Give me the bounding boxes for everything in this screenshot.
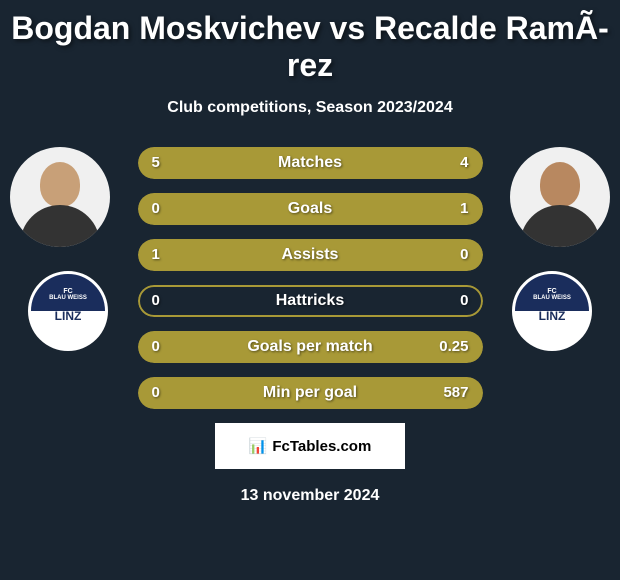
footer-date: 13 november 2024 [0, 487, 620, 505]
stat-label: Matches [138, 147, 483, 179]
stats-bars: 5Matches40Goals11Assists00Hattricks00Goa… [138, 147, 483, 409]
avatar-body-icon [20, 205, 100, 247]
team-logo-line2: BLAU WEISS [49, 295, 87, 301]
footer-logo: 📊 FcTables.com [215, 423, 405, 469]
avatar-head-icon [40, 162, 80, 207]
avatar-head-icon [540, 162, 580, 207]
footer-logo-text: FcTables.com [272, 438, 371, 455]
stat-row: 1Assists0 [138, 239, 483, 271]
stat-value-right: 1 [460, 193, 468, 225]
stat-row: 0Goals per match0.25 [138, 331, 483, 363]
stat-value-right: 0 [460, 239, 468, 271]
player-left-avatar [10, 147, 110, 247]
subtitle: Club competitions, Season 2023/2024 [0, 99, 620, 117]
stat-label: Goals per match [138, 331, 483, 363]
page-title: Bogdan Moskvichev vs Recalde RamÃ­rez [0, 0, 620, 84]
team-logo-line2: BLAU WEISS [533, 295, 571, 301]
avatar-body-icon [520, 205, 600, 247]
stat-value-right: 0 [460, 285, 468, 317]
team-logo-right: FC BLAU WEISS LINZ [512, 271, 592, 351]
stat-row: 0Goals1 [138, 193, 483, 225]
stat-label: Goals [138, 193, 483, 225]
stat-row: 0Hattricks0 [138, 285, 483, 317]
stat-label: Hattricks [138, 285, 483, 317]
stat-value-right: 587 [443, 377, 468, 409]
comparison-content: FC BLAU WEISS LINZ FC BLAU WEISS LINZ 5M… [0, 147, 620, 409]
stat-row: 5Matches4 [138, 147, 483, 179]
stat-value-right: 0.25 [439, 331, 468, 363]
stat-label: Assists [138, 239, 483, 271]
team-logo-line3: LINZ [539, 309, 566, 323]
stat-row: 0Min per goal587 [138, 377, 483, 409]
team-logo-line3: LINZ [55, 309, 82, 323]
chart-icon: 📊 [249, 437, 268, 455]
stat-label: Min per goal [138, 377, 483, 409]
player-right-avatar [510, 147, 610, 247]
team-logo-line1: FC [63, 288, 72, 295]
team-logo-line1: FC [547, 288, 556, 295]
team-logo-left: FC BLAU WEISS LINZ [28, 271, 108, 351]
stat-value-right: 4 [460, 147, 468, 179]
